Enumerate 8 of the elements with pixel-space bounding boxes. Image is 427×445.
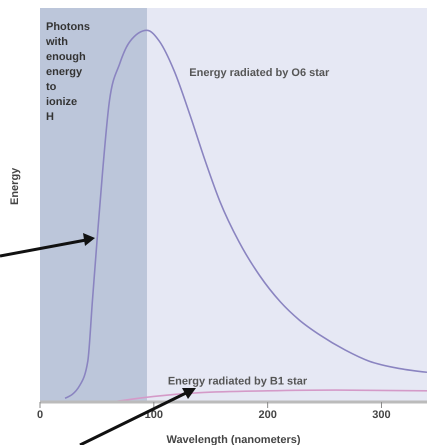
x-axis-title: Wavelength (nanometers) bbox=[166, 434, 301, 445]
band-label: Photons with enough energy to ionize H bbox=[45, 21, 90, 123]
x-tick-label: 0 bbox=[36, 408, 44, 421]
x-tick-label: 300 bbox=[372, 408, 391, 421]
y-axis-title: Energy bbox=[8, 166, 21, 205]
series-label: Energy radiated by B1 star bbox=[168, 375, 308, 388]
x-tick-label: 200 bbox=[258, 408, 277, 421]
series-label: Energy radiated by O6 star bbox=[189, 67, 330, 80]
